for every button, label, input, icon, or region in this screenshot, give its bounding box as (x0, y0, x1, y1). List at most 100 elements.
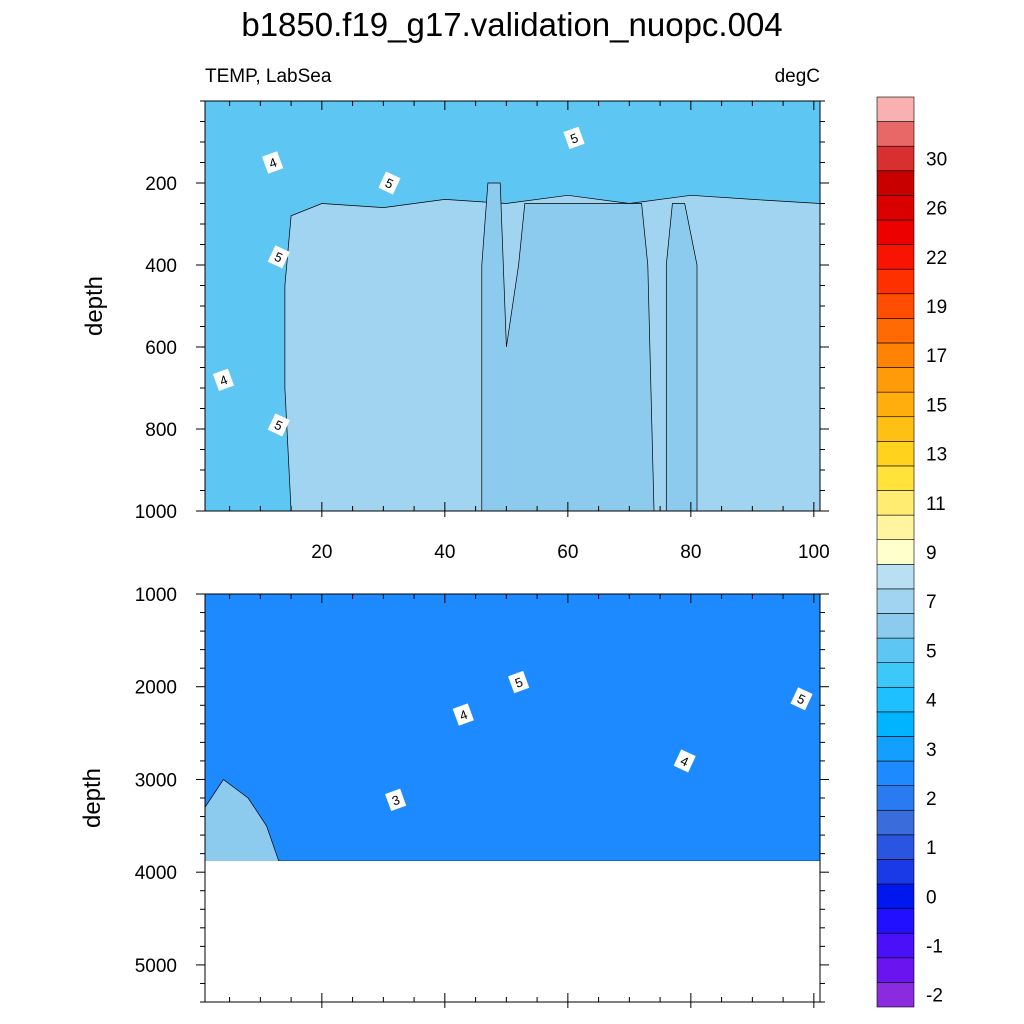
lower-contour-label-bg-3 (673, 749, 696, 773)
colorbar-box-3 (876, 908, 915, 934)
colorbar-box-27 (876, 318, 915, 344)
colorbar-label-4: 2 (926, 789, 937, 810)
colorbar-box-5 (876, 859, 915, 885)
colorbar-box-16 (876, 588, 915, 614)
lower-contour-label-text-0: 5 (513, 674, 525, 691)
upper-contour-label-0: 4 (262, 151, 284, 174)
lower-contour-label-text-2: 4 (458, 707, 470, 724)
lower-ytick-label-3000: 3000 (135, 770, 177, 791)
colorbar-label-1: -1 (926, 937, 943, 958)
lower-contour-label-0: 5 (508, 670, 530, 694)
colorbar-label-13: 17 (926, 346, 947, 367)
upper-contour-label-5: 5 (267, 413, 290, 437)
colorbar-label-3: 1 (926, 838, 937, 859)
colorbar-label-5: 3 (926, 740, 937, 761)
colorbar-label-10: 11 (926, 494, 946, 515)
lower-contour-label-bg-2 (452, 703, 474, 726)
colorbar: -2 -1 0 1 2 3 4 5 7 9 11 13 15 17 19 22 26 30 (876, 96, 947, 1008)
lower-contour-label-bg-1 (790, 687, 813, 711)
upper-contour-label-text-4: 4 (218, 372, 230, 389)
upper-xtick-label-20: 20 (311, 542, 332, 563)
colorbar-box-12 (876, 686, 915, 713)
upper-contour-4 (481, 182, 655, 511)
colorbar-box-35 (876, 121, 915, 147)
lower-ytick-label-2000: 2000 (135, 678, 177, 699)
lower-ytick-label-5000: 5000 (135, 956, 177, 977)
colorbar-box-0 (876, 982, 915, 1008)
upper-contour-label-text-2: 5 (568, 130, 580, 147)
lower-contour-label-4: 3 (385, 788, 407, 812)
colorbar-label-14: 19 (926, 297, 947, 318)
upper-contour-label-bg-0 (262, 151, 284, 174)
lower-contour-label-bg-0 (508, 670, 530, 694)
colorbar-box-28 (876, 293, 915, 319)
colorbar-box-2 (876, 932, 915, 959)
colorbar-box-24 (876, 391, 915, 418)
lower-contour-label-2: 4 (452, 703, 474, 726)
colorbar-box-11 (876, 711, 915, 737)
lower-y-axis-label: depth (79, 768, 106, 828)
upper-ytick-label-400: 400 (145, 256, 177, 277)
upper-y-axis-label: depth (81, 276, 108, 336)
colorbar-box-9 (876, 760, 915, 786)
lower-contour-label-3: 4 (673, 749, 696, 773)
colorbar-label-17: 30 (926, 149, 947, 170)
upper-contour-label-1: 5 (378, 171, 401, 195)
colorbar-box-20 (876, 490, 915, 516)
lower-ytick-label-4000: 4000 (135, 863, 177, 884)
upper-contour-label-bg-1 (378, 171, 401, 195)
upper-ytick-label-200: 200 (145, 174, 177, 195)
colorbar-box-10 (876, 736, 915, 762)
upper-xtick-label-60: 60 (557, 542, 578, 563)
colorbar-box-1 (876, 957, 915, 983)
upper-contour-label-text-0: 4 (267, 155, 279, 172)
upper-xtick-label-80: 80 (680, 542, 701, 563)
upper-contour-label-3: 5 (267, 245, 290, 269)
lower-panel: 1000 2000 3000 4000 5000 5 5 4 4 3 (135, 585, 829, 1008)
colorbar-box-6 (876, 834, 915, 860)
colorbar-box-23 (876, 416, 915, 442)
colorbar-box-25 (876, 367, 915, 393)
lower-contour-label-1: 5 (790, 687, 813, 711)
colorbar-box-34 (876, 145, 915, 172)
colorbar-box-26 (876, 342, 915, 368)
colorbar-box-19 (876, 514, 915, 541)
colorbar-box-8 (876, 785, 915, 811)
colorbar-box-4 (876, 883, 915, 909)
upper-contour-label-bg-2 (563, 126, 585, 150)
colorbar-label-0: -2 (926, 986, 943, 1007)
colorbar-label-7: 5 (926, 641, 937, 662)
colorbar-box-30 (876, 244, 915, 270)
right-subtitle: degC (775, 66, 820, 87)
upper-contour-label-bg-4 (212, 368, 235, 391)
upper-contour-label-bg-3 (267, 245, 290, 269)
upper-panel: 20 40 60 80 100 200 400 600 800 1000 4 5 5 5 4 5 (135, 100, 830, 563)
upper-contour-3 (205, 101, 820, 511)
upper-contour-label-bg-5 (267, 413, 290, 437)
upper-contour-label-2: 5 (563, 126, 585, 150)
colorbar-label-11: 13 (926, 445, 947, 466)
colorbar-box-36 (876, 96, 915, 122)
colorbar-label-2: 0 (926, 887, 937, 908)
lower-ytick-label-1000: 1000 (135, 585, 177, 606)
left-subtitle: TEMP, LabSea (205, 66, 332, 87)
colorbar-box-22 (876, 441, 915, 467)
colorbar-label-6: 4 (926, 691, 937, 712)
colorbar-label-12: 15 (926, 395, 947, 416)
lower-contour-6 (205, 594, 820, 862)
colorbar-box-15 (876, 613, 915, 639)
colorbar-label-16: 26 (926, 199, 947, 220)
colorbar-label-8: 7 (926, 592, 937, 613)
colorbar-box-21 (876, 465, 915, 491)
lower-contour-label-text-4: 3 (390, 792, 402, 809)
lower-contour-label-bg-4 (385, 788, 407, 812)
upper-ytick-label-800: 800 (145, 420, 177, 441)
colorbar-box-13 (876, 662, 915, 688)
colorbar-box-14 (876, 637, 915, 663)
upper-contour-label-4: 4 (212, 368, 235, 391)
colorbar-label-9: 9 (926, 543, 937, 564)
colorbar-box-29 (876, 268, 915, 295)
colorbar-box-31 (876, 219, 915, 245)
